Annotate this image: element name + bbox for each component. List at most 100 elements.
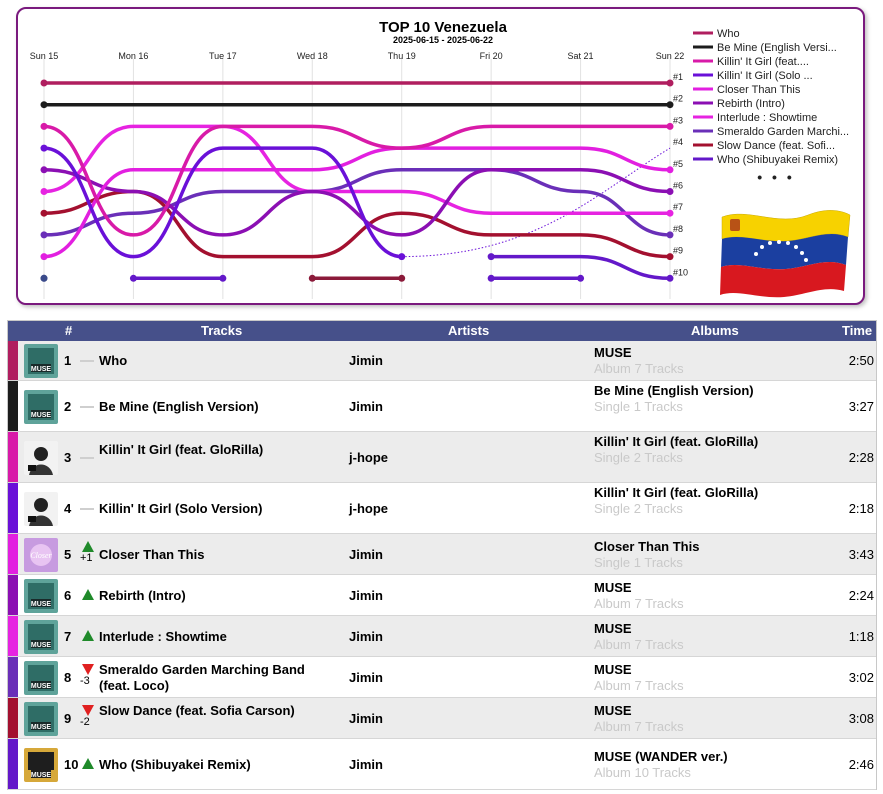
series-end-point[interactable] (666, 188, 674, 195)
legend-entry[interactable]: Slow Dance (feat. Sofi... (717, 140, 835, 152)
legend-entry[interactable]: Interlude : Showtime (717, 112, 817, 124)
track-title[interactable]: Be Mine (English Version) (99, 398, 259, 414)
header-albums[interactable]: Albums (691, 323, 739, 338)
track-title[interactable]: Killin' It Girl (Solo Version) (99, 500, 263, 516)
track-title[interactable]: Who (Shibuyakei Remix) (99, 756, 251, 772)
table-row[interactable]: MUSE 1 Who Jimin MUSE Album 7 Tracks 2:50 (8, 341, 876, 381)
series-start-point[interactable] (40, 188, 48, 195)
track-title[interactable]: Interlude : Showtime (99, 628, 227, 644)
series-line[interactable] (42, 168, 672, 237)
legend-entry[interactable]: Rebirth (Intro) (717, 98, 785, 110)
series-end-point[interactable] (666, 166, 674, 174)
table-row[interactable]: MUSE 6 Rebirth (Intro) Jimin MUSE Album 7 Tra… (8, 575, 876, 616)
album-cover-icon[interactable]: MUSE (24, 660, 58, 695)
header-tracks[interactable]: Tracks (201, 323, 243, 338)
header-time[interactable]: Time (842, 323, 873, 338)
series-end-point[interactable] (398, 274, 406, 282)
legend-more[interactable]: • • • (757, 169, 794, 185)
series-start-point[interactable] (487, 274, 495, 282)
album-cover-icon[interactable]: MUSE (24, 747, 58, 782)
album-title[interactable]: MUSE (594, 702, 632, 718)
series-start-point[interactable] (40, 166, 48, 174)
album-title[interactable]: Killin' It Girl (feat. GloRilla) (594, 484, 759, 500)
series-start-point[interactable] (40, 122, 48, 130)
legend-entry[interactable]: Be Mine (English Versi... (717, 42, 837, 54)
legend-entry[interactable]: Killin' It Girl (Solo ... (717, 70, 813, 82)
series-line[interactable] (489, 254, 672, 281)
album-title[interactable]: MUSE (594, 579, 632, 595)
legend-entry[interactable]: Killin' It Girl (feat.... (717, 56, 809, 68)
table-row[interactable]: MUSE 9 -2 Slow Dance (feat. Sofia Carson) Ji… (8, 698, 876, 739)
series-end-point[interactable] (666, 122, 674, 130)
table-row[interactable]: MUSE 8 -3 Smeraldo Garden Marching Band (fe… (8, 657, 876, 698)
album-cover-icon[interactable]: MUSE (24, 578, 58, 613)
artist-name[interactable]: Jimin (349, 546, 383, 562)
table-row[interactable]: MUSE 7 Interlude : Showtime Jimin MUSE Album … (8, 616, 876, 657)
legend-entry[interactable]: Closer Than This (717, 84, 801, 96)
album-cover-icon[interactable] (24, 491, 58, 526)
series-start-point[interactable] (40, 209, 48, 217)
legend-entry[interactable]: Smeraldo Garden Marchi... (717, 126, 849, 138)
album-cover-icon[interactable]: MUSE (24, 701, 58, 736)
legend-entry[interactable]: Who (Shibuyakei Remix) (717, 154, 838, 166)
legend-entry[interactable]: Who (717, 28, 740, 40)
album-title[interactable]: MUSE (594, 345, 632, 360)
series-start-point[interactable] (308, 274, 316, 282)
series-end-point[interactable] (666, 209, 674, 217)
series-start-point[interactable] (40, 253, 48, 261)
album-cover-icon[interactable]: MUSE (24, 389, 58, 424)
series-end-point[interactable] (577, 274, 585, 282)
artist-name[interactable]: Jimin (349, 587, 383, 603)
artist-name[interactable]: j-hope (349, 500, 388, 516)
artist-name[interactable]: Jimin (349, 756, 383, 772)
y-tick-label: #8 (673, 224, 683, 234)
table-row[interactable]: Closer 5 +1 Closer Than This Jimin Closer Tha… (8, 534, 876, 575)
series-start-point[interactable] (40, 231, 48, 239)
artist-name[interactable]: Jimin (349, 353, 383, 368)
series-end-point[interactable] (219, 274, 227, 282)
album-title[interactable]: MUSE (594, 661, 632, 677)
series-start-point[interactable] (40, 101, 48, 109)
series-end-point[interactable] (666, 274, 674, 282)
album-title[interactable]: Closer Than This (594, 538, 700, 554)
series-end-point[interactable] (666, 101, 674, 109)
series-end-point[interactable] (666, 79, 674, 87)
album-cover-icon[interactable]: Closer (24, 537, 58, 572)
series-end-point[interactable] (40, 274, 48, 282)
track-title[interactable]: Who (99, 353, 128, 368)
track-title[interactable]: Killin' It Girl (feat. GloRilla) (99, 441, 264, 457)
track-title[interactable]: Rebirth (Intro) (99, 587, 186, 603)
album-title[interactable]: Be Mine (English Version) (594, 382, 754, 398)
track-title[interactable]: Smeraldo Garden Marching Band (feat. Loc… (99, 661, 305, 693)
album-cover-icon[interactable] (24, 440, 58, 475)
header-artists[interactable]: Artists (448, 323, 490, 338)
table-row[interactable]: 4 Killin' It Girl (Solo Version) j-hope Kil… (8, 483, 876, 534)
series-line[interactable] (42, 124, 672, 215)
artist-name[interactable]: Jimin (349, 628, 383, 644)
series-start-point[interactable] (129, 274, 137, 282)
table-row[interactable]: 3 Killin' It Girl (feat. GloRilla) j-hope K… (8, 432, 876, 483)
table-row[interactable]: MUSE 2 Be Mine (English Version) Jimin Be Mi… (8, 381, 876, 432)
series-line[interactable] (42, 168, 672, 237)
series-end-point[interactable] (666, 253, 674, 261)
series-end-point[interactable] (398, 253, 406, 261)
series-line[interactable] (42, 146, 672, 259)
track-title[interactable]: Closer Than This (99, 546, 205, 562)
album-cover-icon[interactable]: MUSE (24, 344, 58, 378)
artist-name[interactable]: j-hope (349, 449, 388, 465)
album-title[interactable]: MUSE (WANDER ver.) (594, 748, 728, 764)
artist-name[interactable]: Jimin (349, 398, 383, 414)
series-start-point[interactable] (487, 253, 495, 261)
album-title[interactable]: Killin' It Girl (feat. GloRilla) (594, 433, 759, 449)
album-title[interactable]: MUSE (594, 620, 632, 636)
track-title[interactable]: Slow Dance (feat. Sofia Carson) (99, 702, 295, 718)
album-cover-icon[interactable]: MUSE (24, 619, 58, 654)
table-row[interactable]: MUSE 10 Who (Shibuyakei Remix) Jimin MUSE (W… (8, 739, 876, 790)
artist-name[interactable]: Jimin (349, 710, 383, 726)
series-start-point[interactable] (40, 144, 48, 152)
artist-name[interactable]: Jimin (349, 669, 383, 685)
series-line[interactable] (42, 146, 404, 259)
series-end-point[interactable] (666, 231, 674, 239)
series-line[interactable] (42, 124, 672, 237)
series-start-point[interactable] (40, 79, 48, 87)
